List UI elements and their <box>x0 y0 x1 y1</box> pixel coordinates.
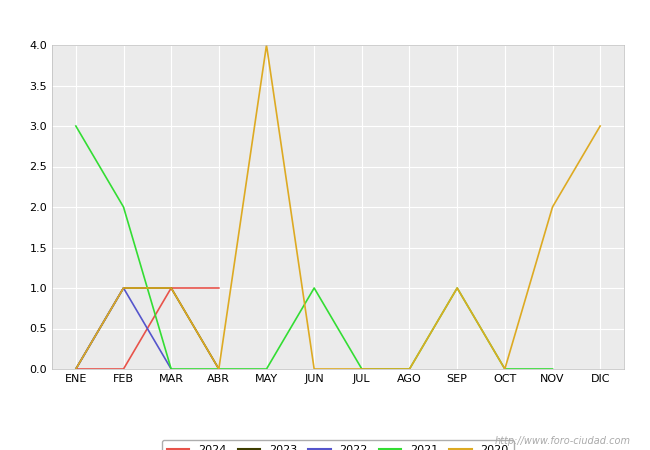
Text: Matriculaciones de Vehiculos en Peñacerrada-Urizaharra: Matriculaciones de Vehiculos en Peñacerr… <box>109 9 541 24</box>
Legend: 2024, 2023, 2022, 2021, 2020: 2024, 2023, 2022, 2021, 2020 <box>162 440 514 450</box>
Text: http://www.foro-ciudad.com: http://www.foro-ciudad.com <box>495 436 630 446</box>
